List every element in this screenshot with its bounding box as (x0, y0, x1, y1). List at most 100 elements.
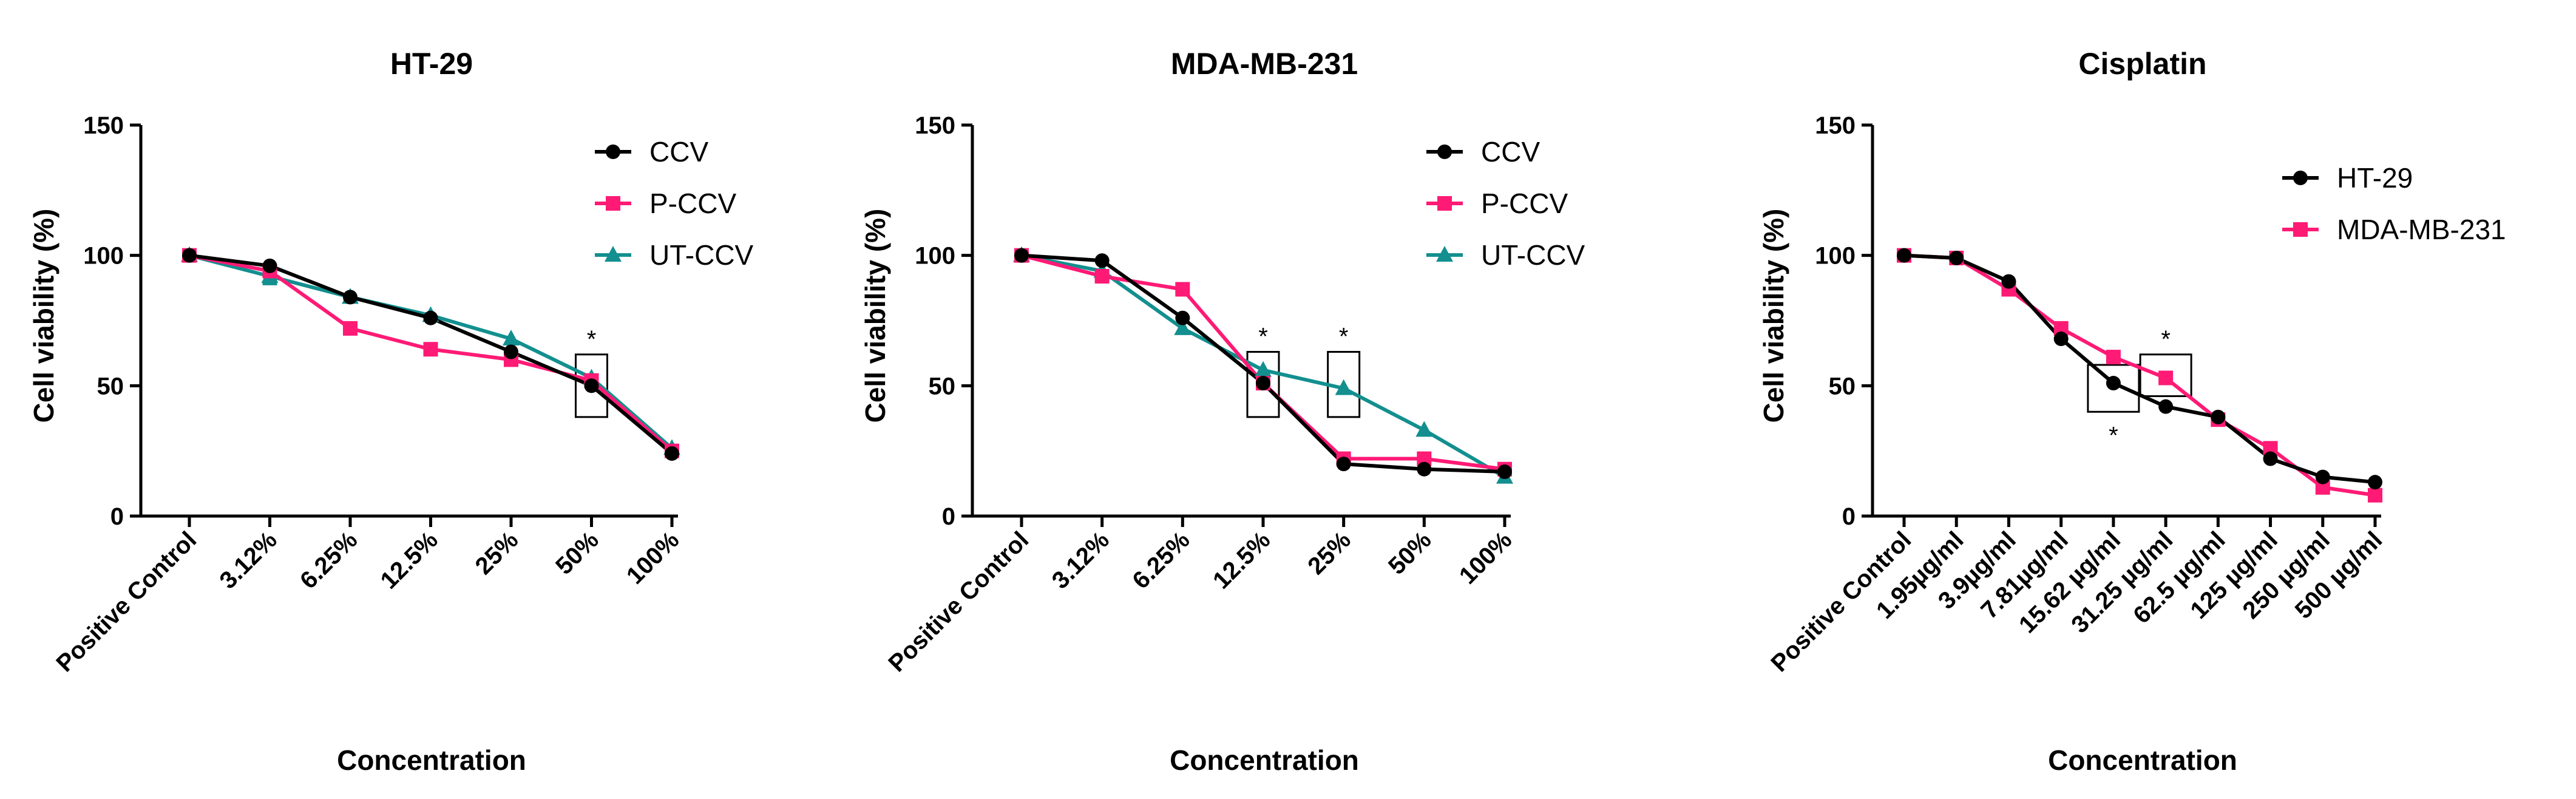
chart-title: MDA-MB-231 (1171, 47, 1358, 81)
data-point-ht-29 (2001, 274, 2016, 289)
y-tick-label: 100 (1815, 243, 1856, 270)
legend-marker (606, 196, 620, 211)
x-axis-title: Concentration (337, 744, 526, 776)
x-tick-label: 3.12% (215, 526, 282, 594)
legend-label: P-CCV (649, 188, 736, 219)
y-tick-label: 150 (1815, 112, 1856, 139)
data-point-p-ccv (1094, 269, 1110, 284)
data-point-ht-29 (2106, 376, 2121, 391)
data-point-ccv (1175, 310, 1190, 325)
legend-label: CCV (649, 136, 708, 168)
data-point-ht-29 (2158, 399, 2174, 414)
legend-marker (605, 246, 622, 262)
data-point-p-ccv (343, 321, 358, 336)
data-point-ht-29 (2263, 451, 2278, 466)
y-tick-label: 50 (97, 373, 124, 399)
significance-asterisk: * (587, 326, 597, 353)
significance-asterisk: * (2109, 422, 2118, 449)
data-point-ccv (1256, 376, 1270, 391)
data-point-mda-mb-231 (2158, 370, 2174, 386)
x-tick-label: 6.25% (1127, 526, 1195, 594)
panel-cisplatin: Cisplatin Cell viability (%) Concentrati… (1758, 47, 2506, 776)
series-line-ht-29 (1903, 253, 2376, 484)
data-point-mda-mb-231 (2368, 488, 2382, 503)
data-point-ut-ccv (1415, 421, 1433, 437)
x-tick-label: 12.5% (1208, 526, 1275, 594)
x-tick-label: 25% (470, 526, 524, 580)
data-point-ccv (665, 446, 679, 461)
data-point-ccv (1336, 457, 1351, 472)
y-tick-label: 100 (83, 243, 124, 270)
legend-marker (2293, 171, 2308, 185)
panel-ht29: HT-29 Cell viability (%) Concentration 0… (28, 47, 754, 776)
x-tick-label: Positive Control (51, 526, 202, 677)
legend-marker (606, 144, 620, 159)
data-point-p-ccv (423, 342, 438, 357)
legend-marker (1437, 196, 1452, 211)
significance-box (575, 353, 608, 418)
data-point-ht-29 (2315, 469, 2330, 484)
y-tick-label: 0 (110, 503, 124, 530)
data-point-ht-29 (2368, 475, 2382, 490)
data-point-ccv (262, 258, 277, 273)
data-point-ccv (504, 344, 518, 359)
x-tick-label: 25% (1303, 526, 1356, 580)
legend-label: CCV (1481, 136, 1540, 168)
y-tick-label: 150 (915, 112, 955, 139)
data-point-ccv (182, 248, 197, 263)
y-axis-title: Cell viability (%) (28, 209, 59, 423)
data-point-ut-ccv (1335, 379, 1352, 395)
y-tick-label: 150 (83, 112, 124, 139)
legend-marker (1437, 144, 1452, 159)
data-point-ccv (584, 378, 599, 393)
data-point-ccv (1094, 253, 1110, 268)
y-tick-label: 0 (1842, 503, 1856, 530)
data-point-ccv (1014, 248, 1029, 263)
legend-label: MDA-MB-231 (2337, 214, 2506, 245)
legend-marker (1436, 246, 1453, 262)
data-point-ht-29 (2053, 332, 2069, 347)
y-tick-label: 50 (1829, 373, 1856, 399)
legend-label: UT-CCV (1481, 239, 1585, 271)
y-tick-label: 100 (915, 243, 955, 270)
x-tick-label: 12.5% (376, 526, 443, 594)
data-point-ut-ccv (503, 330, 520, 346)
data-point-ccv (343, 290, 358, 305)
data-point-mda-mb-231 (2106, 350, 2121, 365)
y-axis-title: Cell viability (%) (1758, 209, 1789, 423)
data-point-ut-ccv (1174, 319, 1191, 335)
y-tick-label: 0 (942, 503, 955, 530)
y-tick-label: 50 (929, 373, 956, 399)
panel-mda-mb-231: MDA-MB-231 Cell viability (%) Concentrat… (859, 47, 1585, 776)
significance-asterisk: * (2161, 326, 2171, 353)
legend-label: P-CCV (1481, 188, 1568, 219)
data-point-ut-ccv (1255, 361, 1272, 377)
x-tick-label: 6.25% (295, 526, 362, 594)
data-point-ht-29 (2211, 409, 2226, 424)
chart-title: Cisplatin (2078, 47, 2206, 81)
significance-box (1246, 351, 1280, 418)
x-axis-title: Concentration (2048, 744, 2237, 776)
chart-title: HT-29 (390, 47, 473, 81)
legend-label: HT-29 (2337, 162, 2413, 194)
x-tick-label: Positive Control (883, 526, 1034, 677)
x-tick-label: 3.12% (1047, 526, 1114, 594)
data-point-ht-29 (1897, 248, 1911, 263)
legend-label: UT-CCV (649, 239, 754, 271)
data-point-ccv (423, 310, 438, 325)
legend-marker (2293, 222, 2308, 237)
data-point-ccv (1497, 464, 1512, 480)
data-point-p-ccv (1175, 282, 1190, 297)
significance-box (2139, 353, 2192, 398)
x-tick-label: 100% (1454, 526, 1517, 589)
significance-asterisk: * (1339, 324, 1349, 350)
x-tick-label: 100% (622, 526, 684, 589)
x-tick-label: 50% (1383, 526, 1437, 580)
data-point-ccv (1417, 461, 1432, 477)
data-point-ht-29 (1949, 250, 1964, 265)
significance-asterisk: * (1258, 324, 1268, 350)
x-tick-label: 50% (551, 526, 604, 580)
y-axis-title: Cell viability (%) (859, 209, 891, 423)
x-axis-title: Concentration (1170, 744, 1359, 776)
